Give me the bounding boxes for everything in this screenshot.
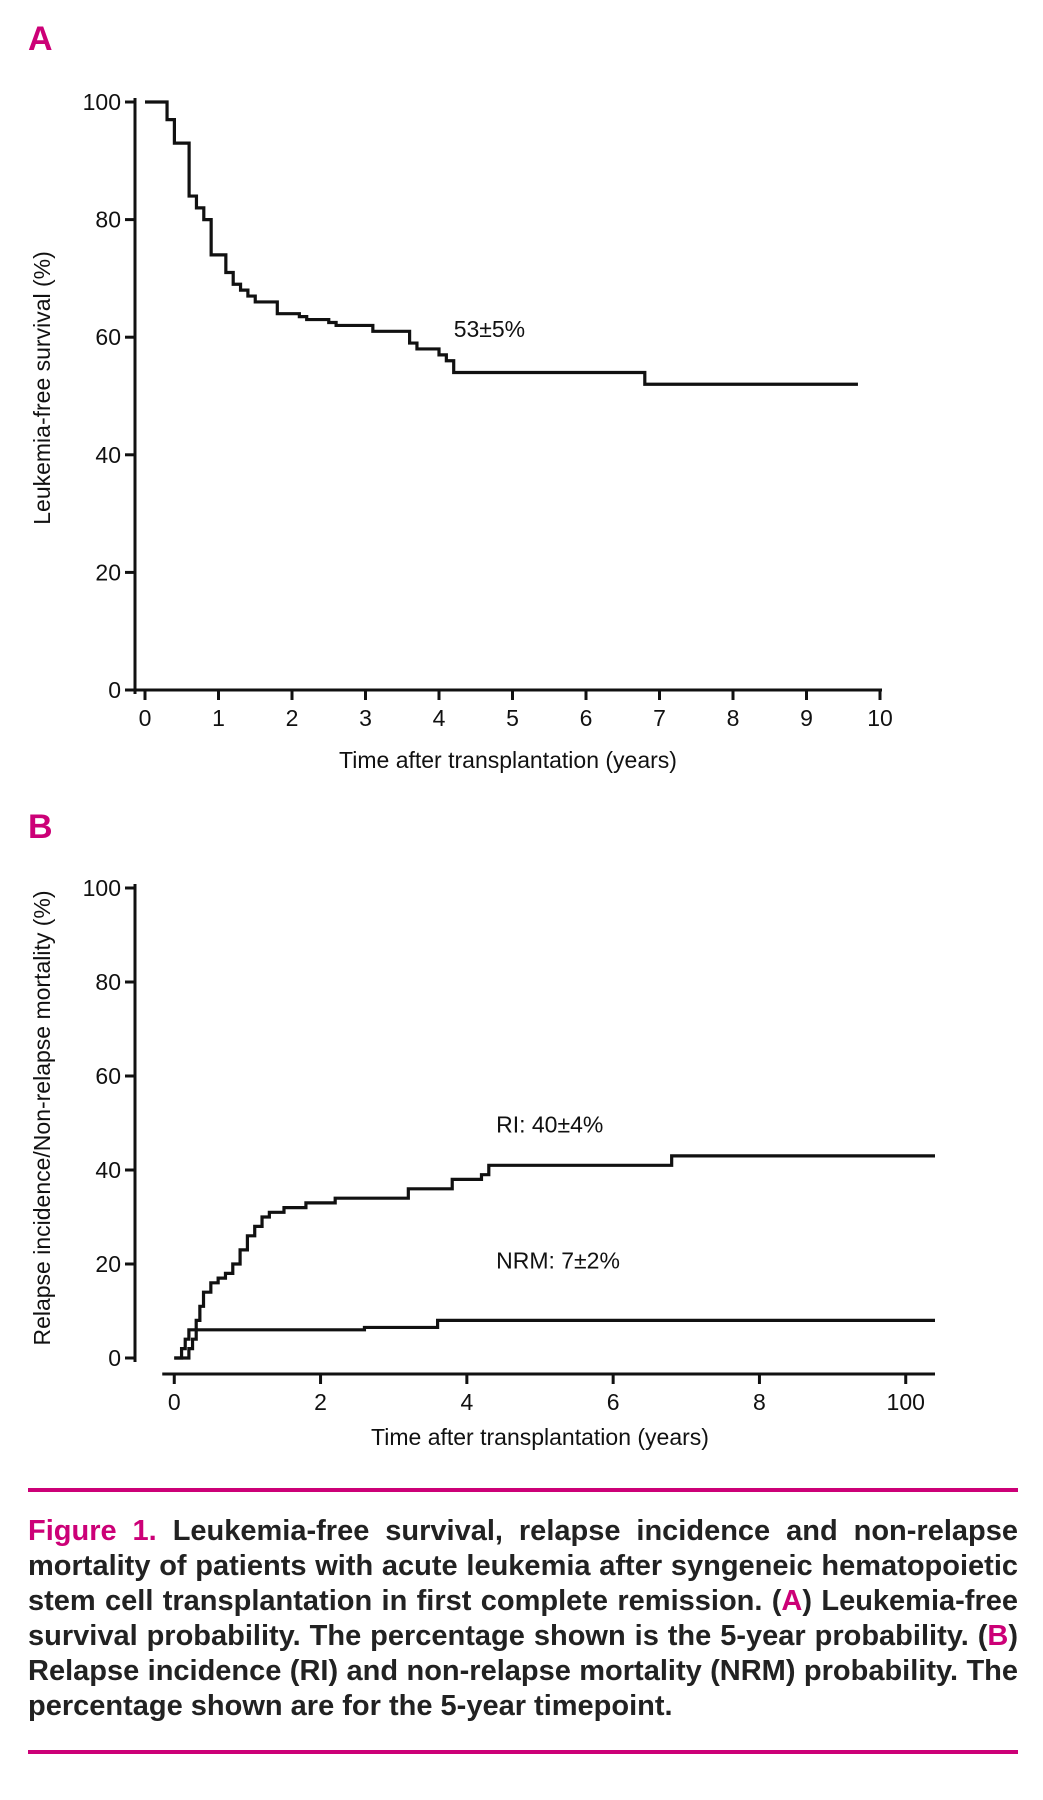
- panel-a: A 0 20 40 60 80 100 0 1 2 3 4 5 6 7 8 9 10 Time after tr…: [28, 20, 893, 773]
- panel-b: B 0 20 40 60 80 100 0 2 4 6 8 100 Time after transp…: [28, 808, 935, 1450]
- panel-b-plot: 0 20 40 60 80 100 0 2 4 6 8 100: [83, 875, 935, 1415]
- panel-b-x-tick-label: 6: [607, 1389, 620, 1415]
- panel-a-x-tick-label: 9: [800, 705, 813, 731]
- caption-bottom-rule: [28, 1750, 1018, 1754]
- panel-a-x-tick-label: 10: [867, 705, 893, 731]
- panel-b-y-tick-label: 40: [95, 1157, 121, 1183]
- panel-b-annotation-ri: RI: 40±4%: [496, 1111, 603, 1137]
- panel-a-x-tick-label: 3: [359, 705, 372, 731]
- panel-b-x-tick-label: 2: [314, 1389, 327, 1415]
- panel-a-x-tick-label: 0: [139, 705, 152, 731]
- panel-a-y-tick-label: 80: [95, 207, 121, 233]
- panel-b-y-tick-label: 80: [95, 969, 121, 995]
- caption-intro: Leukemia-free survival, relapse incidenc…: [28, 1515, 1018, 1617]
- caption-ref-b: B: [987, 1620, 1009, 1652]
- panel-a-x-axis-label: Time after transplantation (years): [339, 747, 677, 773]
- panel-a-x-tick-label: 2: [286, 705, 299, 731]
- panel-a-label: A: [28, 20, 53, 58]
- figure-caption: Figure 1. Leukemia-free survival, relaps…: [28, 1514, 1018, 1724]
- panel-b-y-tick-label: 60: [95, 1063, 121, 1089]
- caption-ref-a: A: [781, 1585, 803, 1617]
- panel-b-label: B: [28, 808, 53, 846]
- panel-b-y-tick-label: 100: [83, 875, 121, 901]
- panel-b-x-tick-label: 100: [887, 1389, 925, 1415]
- panel-b-y-tick-label: 20: [95, 1251, 121, 1277]
- panel-a-y-tick-label: 100: [83, 89, 121, 115]
- caption-block: Figure 1. Leukemia-free survival, relaps…: [28, 1488, 1018, 1754]
- panel-b-x-tick-label: 0: [168, 1389, 181, 1415]
- panel-a-x-tick-label: 5: [506, 705, 519, 731]
- panel-a-y-axis-label: Leukemia-free survival (%): [29, 251, 55, 525]
- panel-b-series-nrm: [174, 1318, 935, 1360]
- caption-top-rule: [28, 1488, 1018, 1492]
- caption-text-b: ) Relapse incidence (RI) and non-relapse…: [28, 1620, 1018, 1722]
- panel-b-series-ri: [174, 1154, 935, 1360]
- panel-b-x-axis-label: Time after transplantation (years): [371, 1424, 709, 1450]
- panel-a-x-tick-label: 4: [433, 705, 446, 731]
- panel-a-x-tick-label: 7: [653, 705, 666, 731]
- panel-a-series-leukemia-free-survival: [145, 100, 858, 386]
- panel-b-annotation-nrm: NRM: 7±2%: [496, 1248, 620, 1274]
- panel-a-plot: 0 20 40 60 80 100 0 1 2 3 4 5 6 7 8 9 10: [83, 89, 893, 731]
- panel-b-y-axis-label: Relapse incidence/Non-relapse mortality …: [29, 890, 55, 1345]
- panel-b-y-tick-label: 0: [108, 1345, 121, 1371]
- panel-a-x-tick-label: 6: [580, 705, 593, 731]
- panel-a-y-tick-label: 0: [108, 677, 121, 703]
- panel-a-x-tick-label: 1: [212, 705, 225, 731]
- panel-b-x-tick-label: 4: [460, 1389, 473, 1415]
- panel-a-y-tick-label: 40: [95, 442, 121, 468]
- caption-text-a: ) Leukemia-free survival probability. Th…: [28, 1585, 1019, 1652]
- panel-a-annotation-lfs: 53±5%: [454, 316, 525, 342]
- panel-a-y-tick-label: 20: [95, 559, 121, 585]
- caption-figure-number: Figure 1.: [28, 1515, 157, 1547]
- panel-b-x-tick-label: 8: [753, 1389, 766, 1415]
- panel-a-x-tick-label: 8: [727, 705, 740, 731]
- panel-a-y-tick-label: 60: [95, 324, 121, 350]
